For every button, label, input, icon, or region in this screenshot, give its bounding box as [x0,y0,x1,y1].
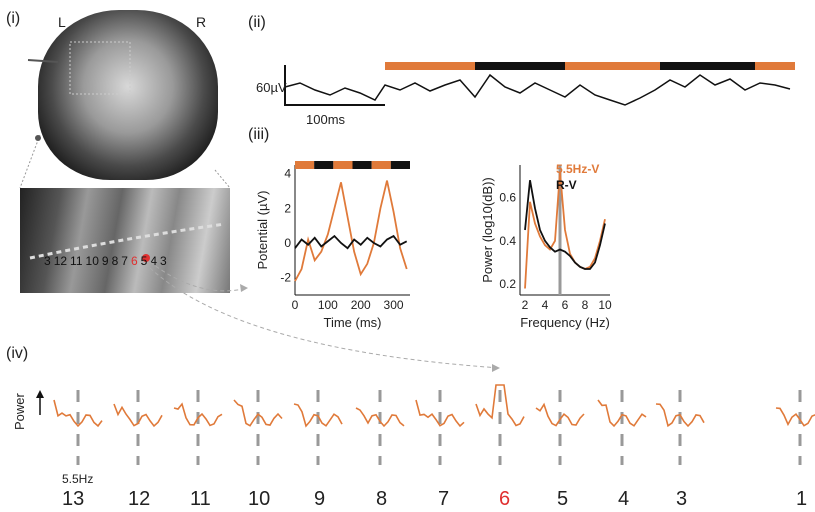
channel-label: 1 [796,488,808,510]
channel-label: 11 [190,488,211,510]
y-tick-label: -2 [280,271,291,285]
electrode-label: 8 [111,254,119,268]
stim-bar-black [660,62,755,70]
raw-trace [284,62,795,106]
electrode-label: 10 [85,254,99,268]
left-hemisphere-label: L [58,14,66,30]
stim-bar-black [475,62,565,70]
y-tick-label: 4 [284,167,291,181]
x-tick-label: 200 [351,298,371,312]
electrode-label: 5 [140,254,148,268]
electrode-label: 3 [160,254,167,268]
series-line [294,180,408,282]
channel-label: 8 [376,488,388,510]
x-tick-label: 0 [292,298,299,312]
x-tick-label: 300 [384,298,404,312]
zoom-guide-left [19,134,41,189]
channel-spectrum [655,403,705,428]
channel-spectrum [775,407,815,427]
stim-bar [314,161,334,169]
freq-marker-label: 5.5Hz [62,472,94,486]
stim-bar-orange [565,62,660,70]
channel-spectrum [475,384,525,427]
electrode-marker [35,135,41,141]
electrode-label: 11 [70,254,83,268]
stim-bar-orange [385,62,475,70]
channel-label: 5 [557,488,569,510]
y-tick-label: 0.2 [499,277,516,291]
electrode-label: 9 [101,254,109,268]
channel-spectrum [415,399,465,428]
electrode-shaft [29,222,226,262]
x-axis-title: Frequency (Hz) [520,315,610,330]
scale-bar [284,65,385,106]
channel-label: 12 [128,488,151,510]
scale-bar-voltage: 60µV [256,80,287,95]
electrode-lead [27,59,59,63]
electrode-label: 4 [150,254,157,268]
zoom-box [69,41,131,95]
legend-entry: 5.5Hz-V [556,162,599,176]
channel-label-highlight: 6 [499,488,511,510]
x-axis-title: Time (ms) [323,315,381,330]
y-tick-label: 2 [284,201,291,215]
panel-label-i: (i) [6,10,21,27]
channel-spectrum [293,403,343,428]
x-tick-label: 8 [582,298,589,312]
series-line [294,234,408,250]
channel-label: 7 [438,488,450,510]
electrode-label: 12 [53,254,68,268]
lfp-trace [284,73,791,106]
channel-spectrum [597,399,647,428]
stim-bar [371,161,391,169]
mri-zoom-image [20,188,230,293]
channel-label: 3 [676,488,688,510]
x-tick-label: 6 [562,298,569,312]
stim-bar [352,161,372,169]
y-axis-title: Power (log10(dB)) [480,177,495,283]
right-hemisphere-label: R [196,14,207,30]
y-tick-label: 0 [284,236,291,250]
panel-label-iv: (iv) [6,345,29,362]
channel-label: 10 [248,488,271,510]
channel-spectrum [355,407,405,428]
mri-coronal-image [38,10,218,180]
stim-bar [333,161,353,169]
electrode-label: 3 [44,254,51,268]
x-tick-label: 2 [522,298,529,312]
stim-bar [390,161,410,169]
channel-spectra [53,384,815,465]
legend-entry: R-V [556,178,577,192]
x-tick-label: 100 [318,298,338,312]
electrode-labels: 3 12 11 10 9 8 7 6 5 4 3 [44,254,167,268]
series-line [524,171,606,289]
stim-bar [295,161,315,169]
channel-label: 9 [314,488,326,510]
stim-bar-orange [755,62,795,70]
channel-spectrum [53,399,103,428]
y-tick-label: 0.4 [499,234,516,248]
electrode-label-highlight: 6 [130,254,138,268]
channel-spectrum [113,403,163,428]
y-tick-label: 0.6 [499,191,516,205]
channel-spectrum [173,402,223,427]
channel-label: 13 [62,488,85,510]
panel-label-ii: (ii) [248,14,266,31]
electrode-label: 7 [121,254,128,268]
series-line [524,180,606,270]
channel-labels: 13 12 11 10 9 8 7 6 5 4 3 1 [0,488,815,512]
channel-spectrum [535,402,585,427]
panel-label-iii: (iii) [248,126,270,143]
y-axis-title: Potential (µV) [255,190,270,269]
x-tick-label: 10 [598,298,612,312]
channel-spectrum [233,399,283,427]
x-tick-label: 4 [542,298,549,312]
scale-bar-time: 100ms [306,112,346,127]
electrode-contact-6 [142,254,150,262]
channel-label: 4 [618,488,630,510]
